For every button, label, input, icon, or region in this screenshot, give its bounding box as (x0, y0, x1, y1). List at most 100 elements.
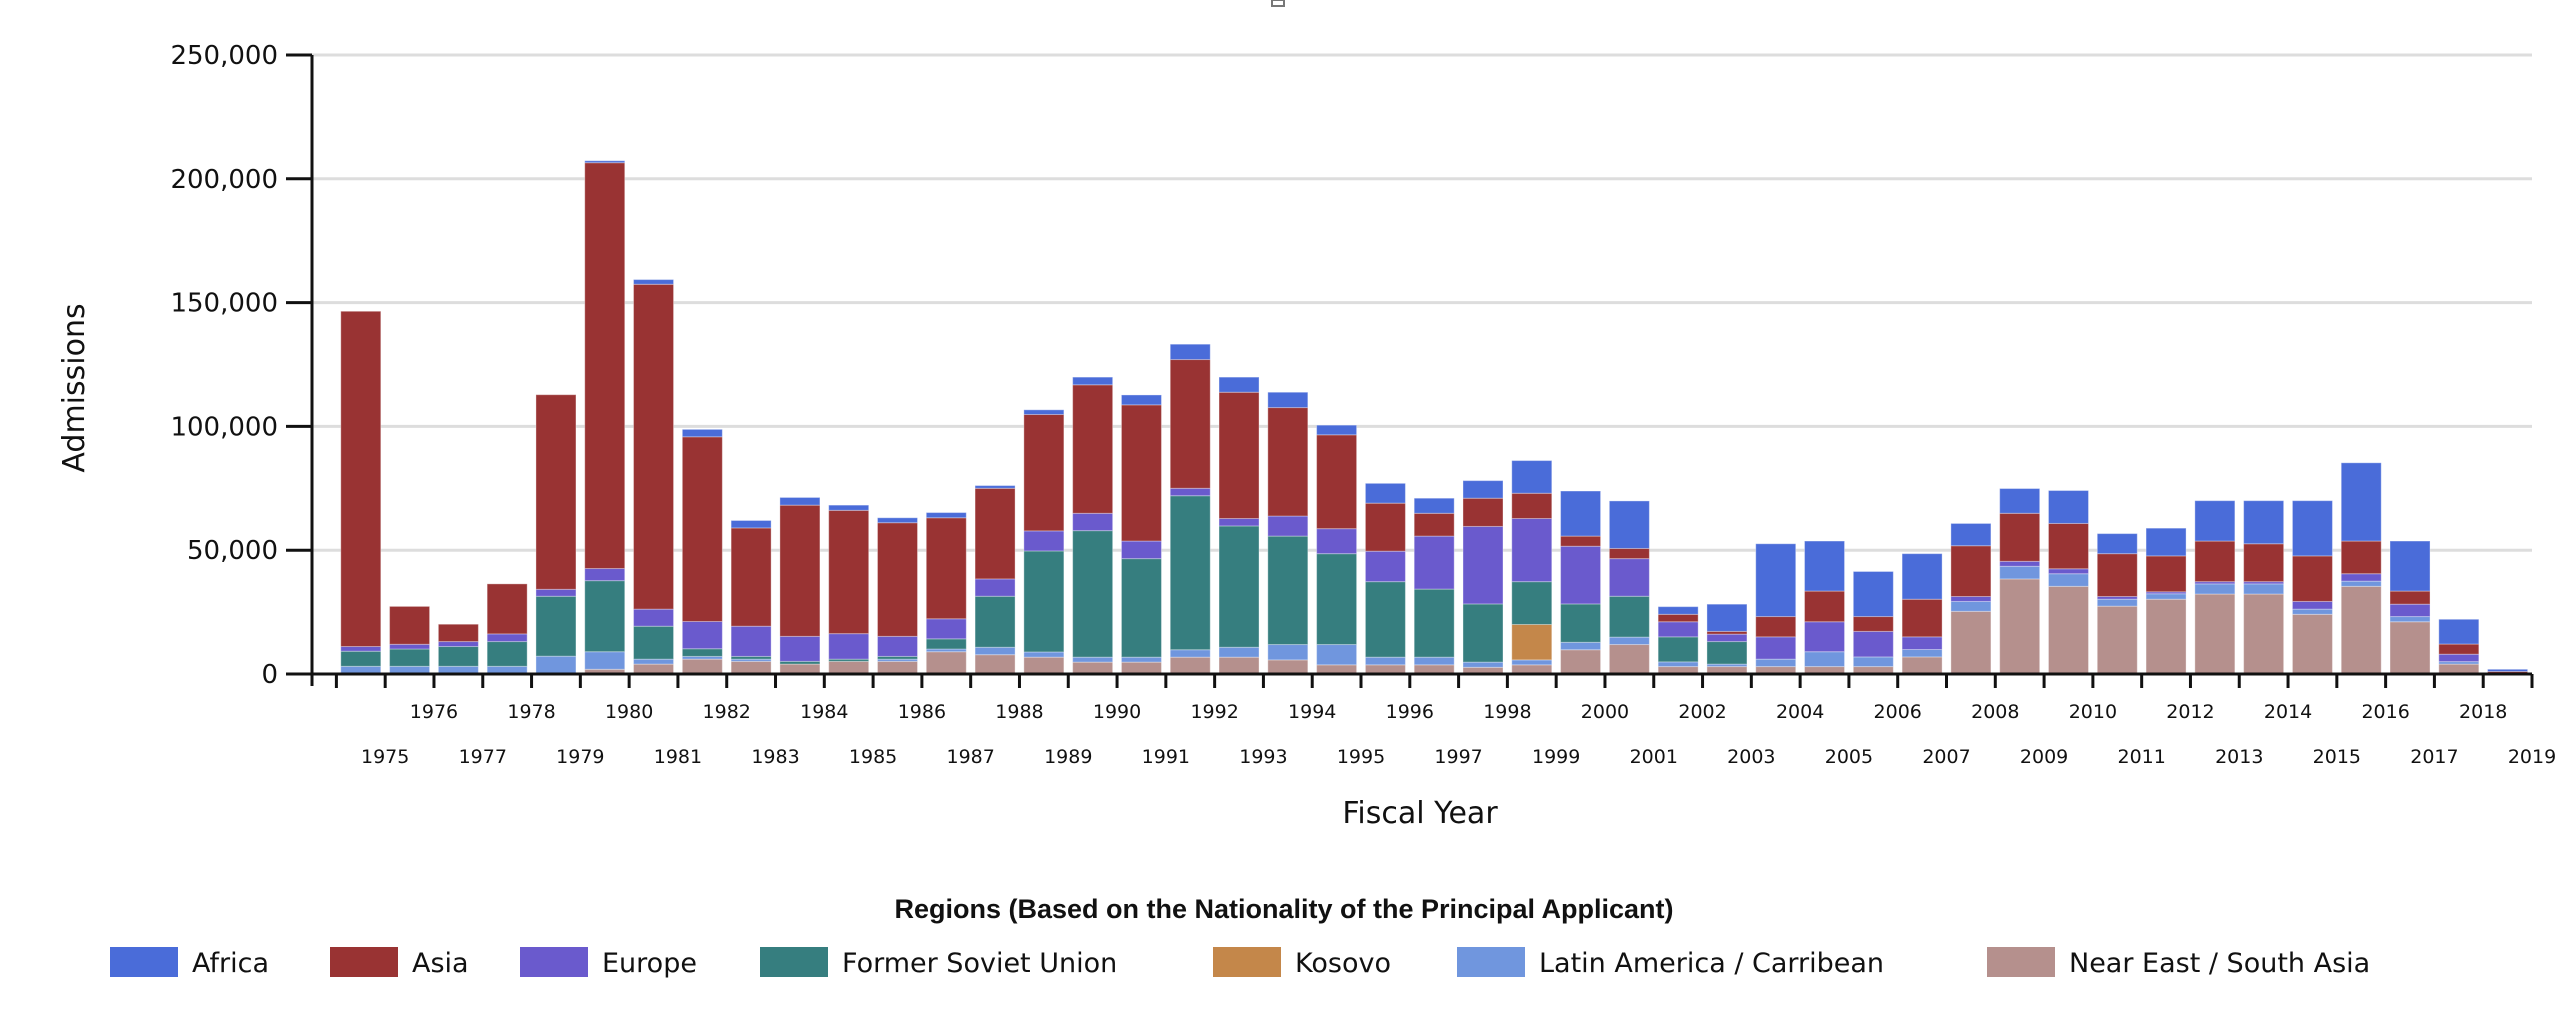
bar-segment-africa-1981[interactable] (633, 279, 675, 285)
bar-segment-africa-1999[interactable] (1511, 460, 1553, 494)
bar-segment-former-soviet-union-1996[interactable] (1364, 581, 1406, 658)
bar-segment-former-soviet-union-1977[interactable] (437, 646, 479, 667)
bar-segment-europe-2005[interactable] (1804, 621, 1846, 653)
bar-segment-asia-1982[interactable] (681, 436, 723, 623)
bar-segment-africa-1982[interactable] (681, 428, 723, 438)
bar-segment-near-east-south-asia-2009[interactable] (1999, 578, 2041, 675)
bar-segment-former-soviet-union-1988[interactable] (974, 595, 1016, 648)
bar-segment-europe-2017[interactable] (2389, 603, 2431, 618)
bar-segment-africa-2015[interactable] (2291, 500, 2333, 557)
bar-segment-europe-2002[interactable] (1657, 621, 1699, 638)
bar-segment-asia-1984[interactable] (779, 504, 821, 637)
bar-segment-asia-1986[interactable] (876, 522, 918, 637)
bar-segment-latin-america-carribean-1990[interactable] (1072, 656, 1114, 663)
bar-segment-former-soviet-union-2001[interactable] (1608, 595, 1650, 638)
legend-item-latin-america-carribean[interactable]: Latin America / Carribean (1457, 947, 1884, 979)
bar-segment-africa-2006[interactable] (1852, 570, 1894, 618)
bar-segment-near-east-south-asia-2013[interactable] (2194, 593, 2236, 675)
bar-segment-africa-1994[interactable] (1267, 391, 1309, 409)
bar-segment-europe-1993[interactable] (1218, 518, 1260, 527)
bar-segment-asia-1999[interactable] (1511, 492, 1553, 520)
bar-segment-africa-1986[interactable] (876, 517, 918, 524)
bar-segment-former-soviet-union-1999[interactable] (1511, 581, 1553, 625)
bar-segment-africa-2010[interactable] (2047, 490, 2089, 524)
bar-segment-near-east-south-asia-1989[interactable] (1023, 656, 1065, 675)
bar-segment-latin-america-carribean-1981[interactable] (633, 658, 675, 665)
bar-segment-former-soviet-union-1990[interactable] (1072, 530, 1114, 658)
bar-segment-europe-2009[interactable] (1999, 560, 2041, 567)
bar-segment-africa-2012[interactable] (2145, 527, 2187, 557)
bar-segment-africa-2019[interactable] (2487, 668, 2529, 673)
bar-segment-africa-1984[interactable] (779, 496, 821, 506)
bar-segment-latin-america-carribean-2012[interactable] (2145, 593, 2187, 600)
bar-segment-asia-1987[interactable] (925, 517, 967, 620)
bar-segment-latin-america-carribean-1992[interactable] (1169, 649, 1211, 658)
bar-segment-latin-america-carribean-1999[interactable] (1511, 659, 1553, 666)
bar-segment-europe-1990[interactable] (1072, 512, 1114, 532)
bar-segment-former-soviet-union-1992[interactable] (1169, 495, 1211, 651)
legend-item-africa[interactable]: Africa (110, 947, 269, 979)
bar-segment-latin-america-carribean-2000[interactable] (1560, 641, 1602, 651)
bar-segment-africa-1990[interactable] (1072, 376, 1114, 386)
bar-segment-asia-1990[interactable] (1072, 384, 1114, 514)
bar-segment-asia-1996[interactable] (1364, 502, 1406, 552)
bar-segment-africa-1993[interactable] (1218, 376, 1260, 393)
bar-segment-former-soviet-union-1979[interactable] (535, 595, 577, 657)
bar-segment-latin-america-carribean-2001[interactable] (1608, 636, 1650, 646)
bar-segment-europe-1995[interactable] (1316, 528, 1358, 555)
bar-segment-africa-1997[interactable] (1413, 497, 1455, 514)
bar-segment-asia-2007[interactable] (1901, 598, 1943, 638)
bar-segment-near-east-south-asia-2010[interactable] (2047, 585, 2089, 675)
bar-segment-europe-2015[interactable] (2291, 600, 2333, 610)
bar-segment-asia-2004[interactable] (1755, 616, 1797, 638)
bar-segment-africa-1985[interactable] (828, 504, 870, 511)
bar-segment-former-soviet-union-1978[interactable] (486, 641, 528, 667)
bar-segment-asia-1997[interactable] (1413, 512, 1455, 537)
bar-segment-africa-1992[interactable] (1169, 343, 1211, 361)
bar-segment-near-east-south-asia-2001[interactable] (1608, 644, 1650, 675)
bar-segment-near-east-south-asia-1985[interactable] (828, 660, 870, 675)
bar-segment-asia-1995[interactable] (1316, 434, 1358, 530)
bar-segment-europe-1983[interactable] (730, 625, 772, 657)
bar-segment-near-east-south-asia-1990[interactable] (1072, 661, 1114, 675)
bar-segment-asia-1998[interactable] (1462, 497, 1504, 527)
bar-segment-africa-2018[interactable] (2438, 618, 2480, 645)
bar-segment-former-soviet-union-1989[interactable] (1023, 550, 1065, 653)
bar-segment-near-east-south-asia-2016[interactable] (2340, 585, 2382, 675)
bar-segment-europe-1976[interactable] (389, 643, 431, 650)
bar-segment-europe-2007[interactable] (1901, 636, 1943, 650)
bar-segment-former-soviet-union-2000[interactable] (1560, 603, 1602, 643)
bar-segment-latin-america-carribean-2017[interactable] (2389, 616, 2431, 623)
bar-segment-europe-2010[interactable] (2047, 568, 2089, 575)
bar-segment-asia-2001[interactable] (1608, 547, 1650, 560)
bar-segment-former-soviet-union-1981[interactable] (633, 625, 675, 660)
bar-segment-former-soviet-union-1976[interactable] (389, 648, 431, 667)
bar-segment-asia-2013[interactable] (2194, 540, 2236, 583)
legend-item-asia[interactable]: Asia (330, 947, 469, 979)
bar-segment-latin-america-carribean-2002[interactable] (1657, 661, 1699, 668)
bar-segment-africa-2002[interactable] (1657, 606, 1699, 615)
bar-segment-asia-1976[interactable] (389, 605, 431, 645)
bar-segment-former-soviet-union-1987[interactable] (925, 638, 967, 650)
bar-segment-latin-america-carribean-2013[interactable] (2194, 583, 2236, 595)
bar-segment-former-soviet-union-1998[interactable] (1462, 603, 1504, 663)
bar-segment-europe-1981[interactable] (633, 608, 675, 627)
bar-segment-latin-america-carribean-2004[interactable] (1755, 658, 1797, 668)
bar-segment-latin-america-carribean-1980[interactable] (584, 651, 626, 670)
bar-segment-asia-1979[interactable] (535, 394, 577, 590)
bar-segment-latin-america-carribean-2011[interactable] (2096, 598, 2138, 607)
bar-segment-asia-1975[interactable] (340, 310, 382, 648)
legend-item-kosovo[interactable]: Kosovo (1213, 947, 1391, 979)
bar-segment-asia-1988[interactable] (974, 487, 1016, 580)
bar-segment-europe-2016[interactable] (2340, 573, 2382, 582)
bar-segment-asia-2005[interactable] (1804, 590, 1846, 623)
bar-segment-africa-2009[interactable] (1999, 488, 2041, 514)
bar-segment-former-soviet-union-1997[interactable] (1413, 588, 1455, 658)
bar-segment-asia-2000[interactable] (1560, 535, 1602, 547)
bar-segment-asia-2009[interactable] (1999, 512, 2041, 562)
bar-segment-africa-1987[interactable] (925, 512, 967, 519)
bar-segment-asia-2016[interactable] (2340, 540, 2382, 575)
bar-segment-latin-america-carribean-2015[interactable] (2291, 608, 2333, 615)
bar-segment-former-soviet-union-1982[interactable] (681, 648, 723, 657)
bar-segment-asia-1978[interactable] (486, 583, 528, 635)
